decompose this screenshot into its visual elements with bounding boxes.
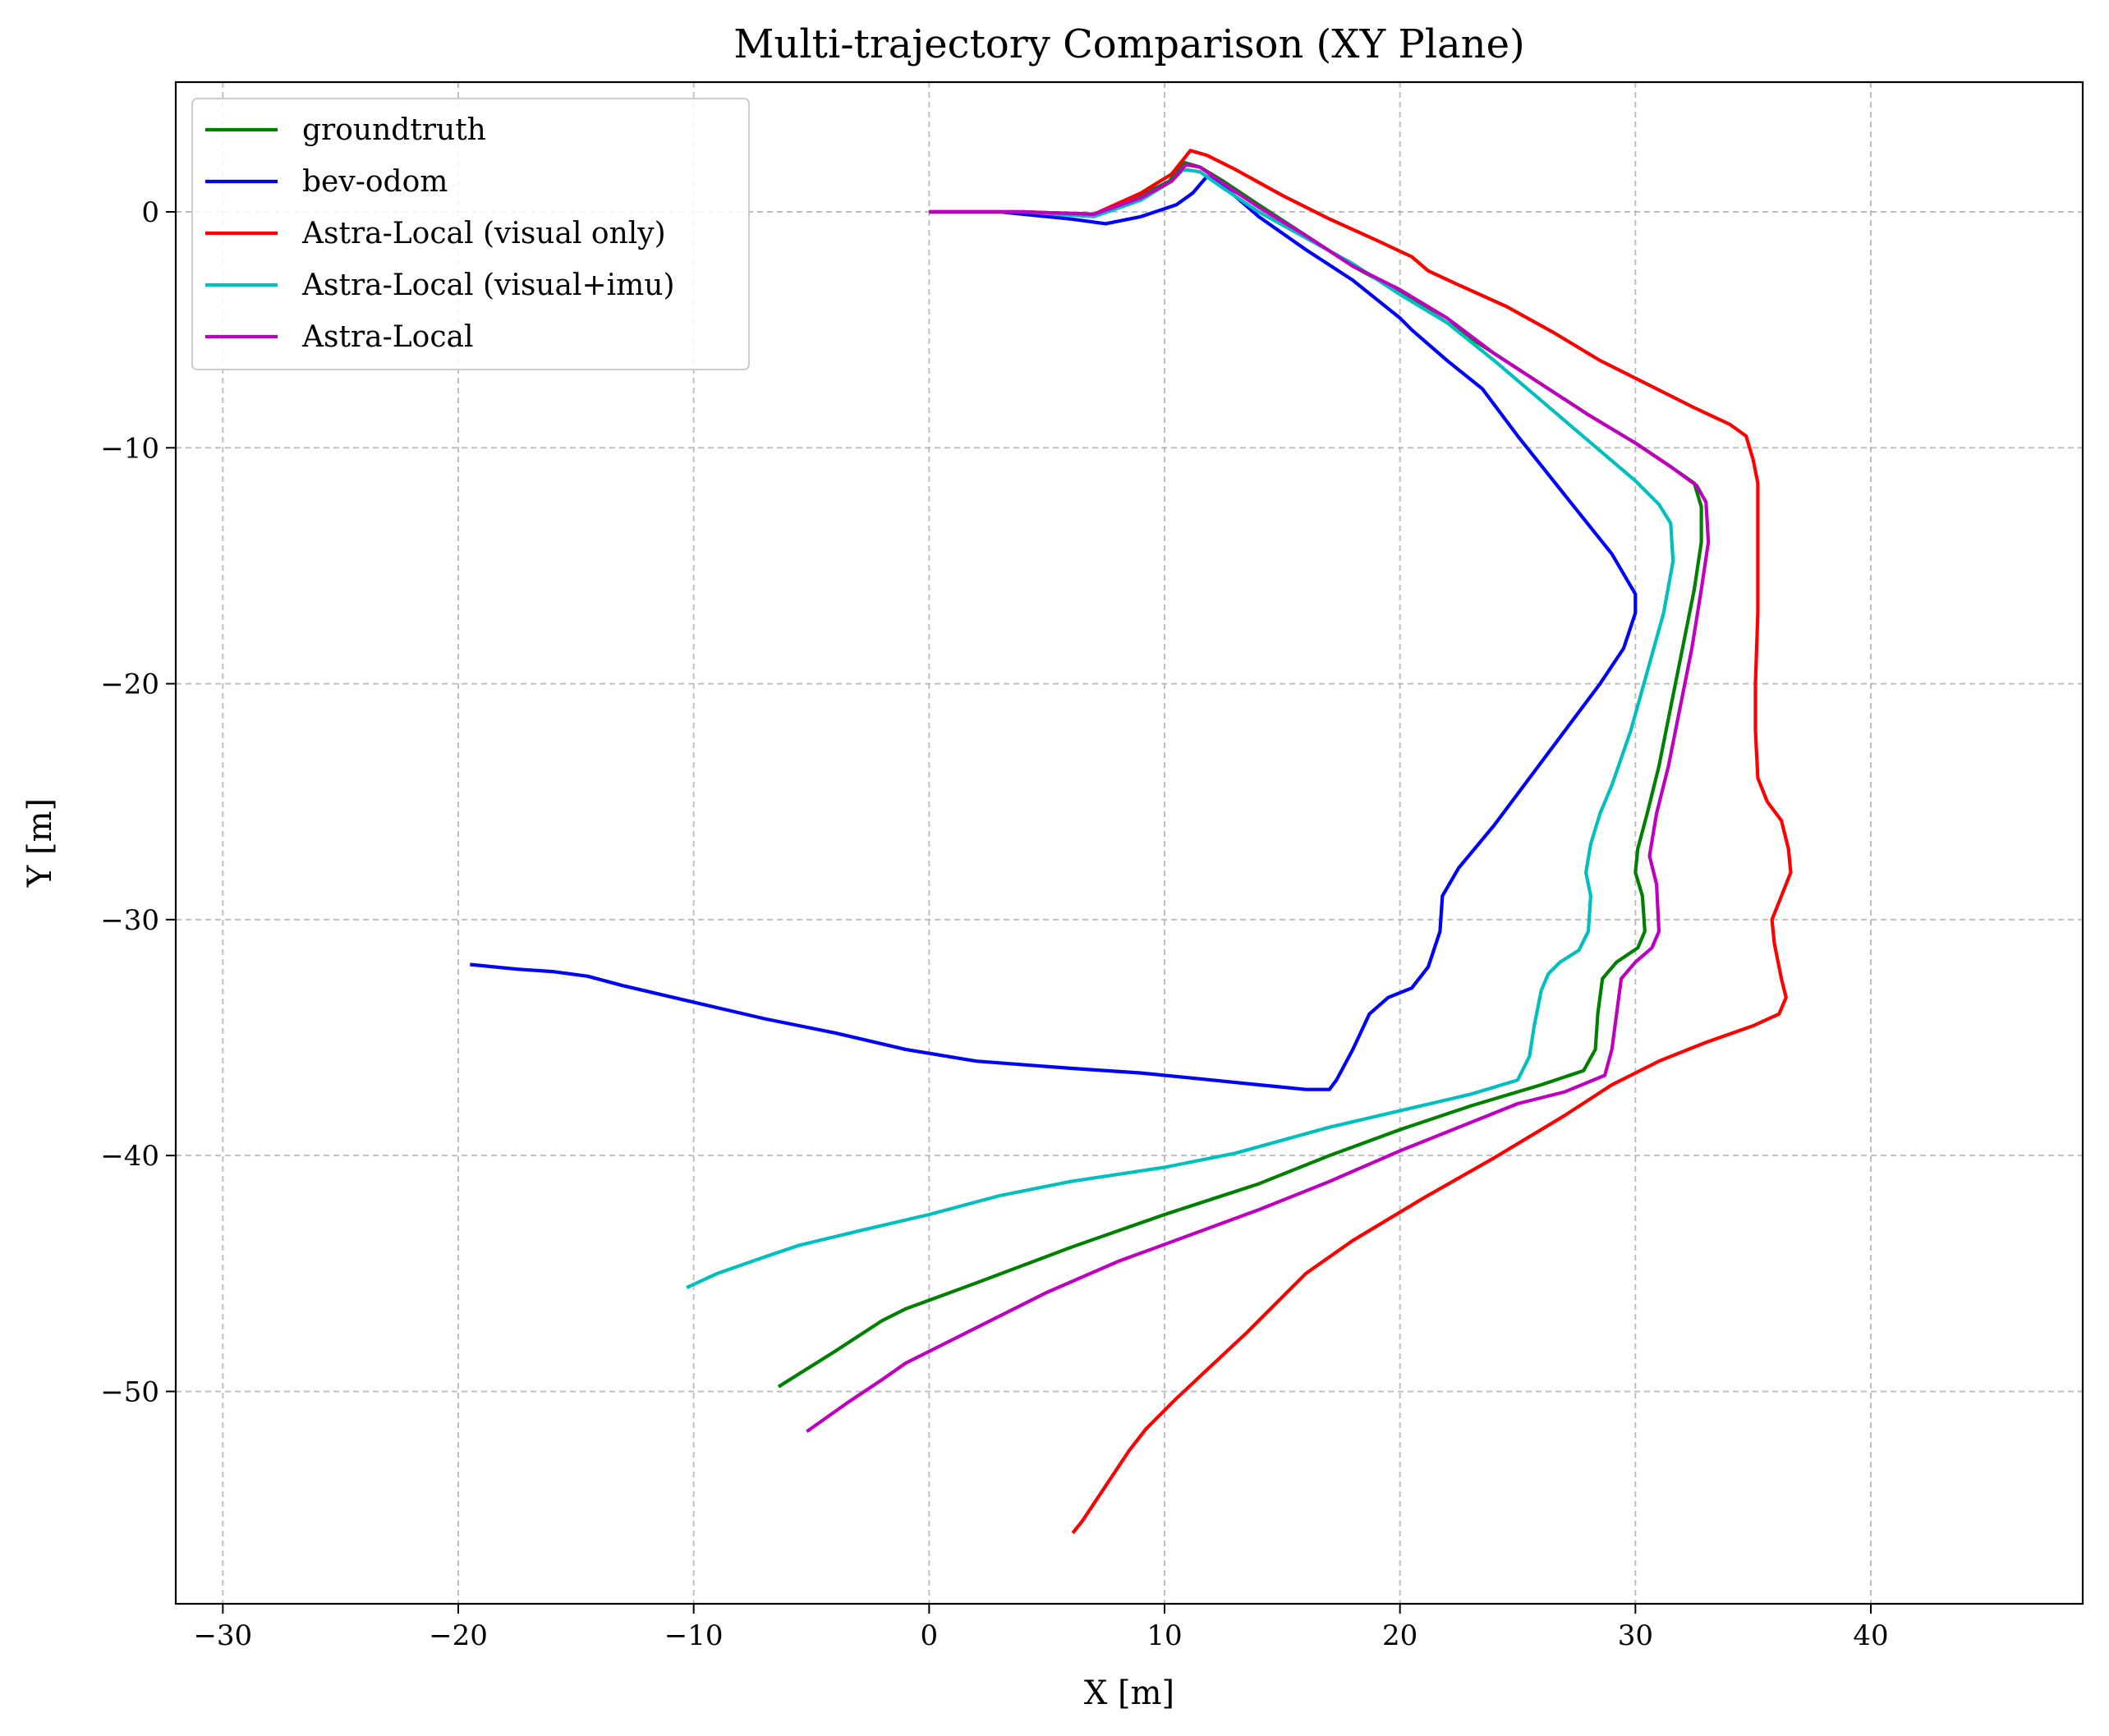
series-line-0 [777,160,1703,1389]
plot-frame [174,80,2084,1605]
y-tick-label: −20 [100,668,159,701]
x-tick-label: 10 [1146,1619,1182,1652]
y-tick-label: −30 [100,904,159,937]
legend-label-3: Astra-Local (visual+imu) [301,269,675,302]
x-tick-label: 40 [1853,1619,1888,1652]
y-tick-label: −50 [100,1375,159,1408]
y-axis-label: Y [m] [21,798,59,888]
y-tick-label: −40 [100,1140,159,1173]
series-line-2 [929,149,1793,1535]
y-tick-label: −10 [100,432,159,465]
x-tick-label: −30 [193,1619,252,1652]
legend-label-0: groundtruth [302,113,486,147]
x-tick-label: −20 [429,1619,488,1652]
legend-label-2: Astra-Local (visual only) [301,217,666,250]
x-tick-label: −10 [664,1619,724,1652]
chart-title: Multi-trajectory Comparison (XY Plane) [733,21,1524,67]
x-axis-label: X [m] [1084,1674,1174,1712]
grid [176,82,2083,1604]
series-lines [470,149,1793,1535]
legend: groundtruth bev-odom Astra-Local (visual o… [191,98,750,370]
x-tick-label: 20 [1382,1619,1417,1652]
y-tick-label: 0 [141,196,159,229]
x-tick-label: 30 [1618,1619,1653,1652]
legend-label-4: Astra-Local [301,320,474,354]
series-line-3 [686,168,1675,1289]
series-line-4 [806,163,1711,1434]
x-tick-label: 0 [921,1619,939,1652]
legend-label-1: bev-odom [302,165,448,199]
legend-box [191,98,750,370]
axis-ticks: −30 −20 −10 0 10 20 30 40 0 −10 −20 −30 −40 −50 [100,196,1888,1652]
